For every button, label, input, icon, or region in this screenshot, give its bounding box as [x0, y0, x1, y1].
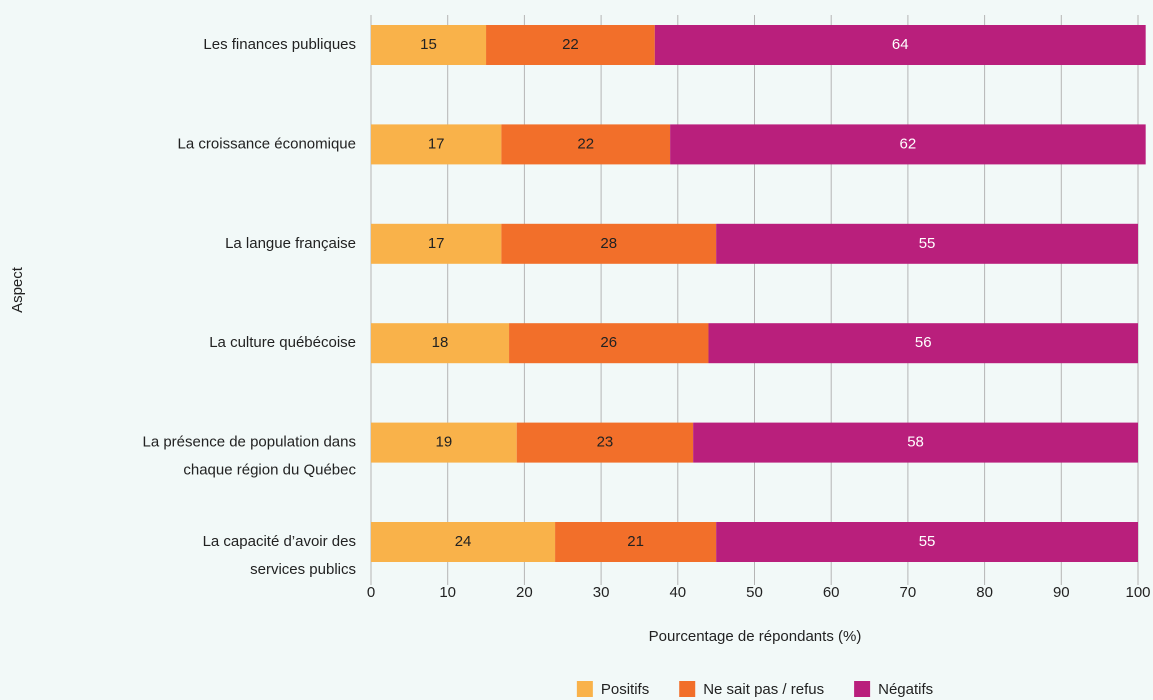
category-label: La présence de population dans chaque rég…	[142, 434, 356, 479]
data-label: 64	[892, 36, 909, 53]
data-label: 58	[907, 434, 924, 451]
x-tick-label: 40	[669, 584, 686, 601]
x-axis-label: Pourcentage de répondants (%)	[649, 628, 862, 645]
bar-segment	[371, 223, 502, 264]
data-label: 17	[428, 235, 445, 252]
bar-segment	[516, 422, 694, 463]
x-tick-label: 50	[746, 584, 763, 601]
bar-segment	[371, 522, 556, 562]
data-label: 28	[600, 235, 617, 252]
legend-swatch	[854, 681, 871, 697]
legend-label: Ne sait pas / refus	[703, 681, 824, 698]
x-tick-label: 100	[1125, 584, 1150, 601]
bar-segment	[555, 522, 717, 562]
x-tick-label: 30	[593, 584, 610, 601]
bar-segment	[670, 124, 1146, 165]
data-label: 22	[562, 36, 579, 53]
data-label: 24	[455, 533, 472, 550]
x-tick-label: 70	[900, 584, 917, 601]
data-label: 55	[919, 533, 936, 550]
x-tick-label: 0	[367, 584, 375, 601]
data-label: 62	[900, 135, 917, 152]
bar-segment	[371, 124, 502, 165]
data-label: 15	[420, 36, 437, 53]
bar-segment	[371, 422, 517, 463]
data-label: 18	[432, 334, 449, 351]
y-axis-label: Aspect	[9, 266, 26, 313]
legend-swatch	[679, 681, 696, 697]
data-label: 19	[436, 434, 453, 451]
category-label: La langue française	[225, 235, 356, 252]
legend-label: Positifs	[601, 681, 649, 698]
bar-segment	[501, 223, 717, 264]
bar-segment	[509, 323, 709, 364]
x-tick-label: 60	[823, 584, 840, 601]
legend: Positifs Ne sait pas / refus Négatifs	[576, 681, 933, 698]
data-label: 17	[428, 135, 445, 152]
category-label: La culture québécoise	[209, 334, 356, 351]
bar-segment	[486, 25, 655, 65]
bar-segment	[371, 323, 510, 364]
category-label: Les finances publiques	[203, 36, 356, 53]
data-label: 21	[627, 533, 644, 550]
bar-segment	[371, 25, 487, 65]
bar-segment	[501, 124, 671, 165]
x-tick-label: 80	[976, 584, 993, 601]
legend-swatch	[576, 681, 593, 697]
category-label: La capacité d’avoir des services publics	[203, 533, 356, 578]
data-label: 22	[577, 135, 594, 152]
x-tick-label: 90	[1053, 584, 1070, 601]
bar-segment	[708, 323, 1138, 364]
data-label: 23	[597, 434, 614, 451]
x-tick-label: 10	[439, 584, 456, 601]
data-label: 55	[919, 235, 936, 252]
category-label: La croissance économique	[178, 135, 356, 152]
x-tick-label: 20	[516, 584, 533, 601]
bar-segment	[716, 223, 1138, 264]
data-label: 26	[600, 334, 617, 351]
bar-segment	[693, 422, 1138, 463]
legend-label: Négatifs	[878, 681, 933, 698]
data-label: 56	[915, 334, 932, 351]
bar-segment	[654, 25, 1146, 65]
bar-segment	[716, 522, 1138, 562]
